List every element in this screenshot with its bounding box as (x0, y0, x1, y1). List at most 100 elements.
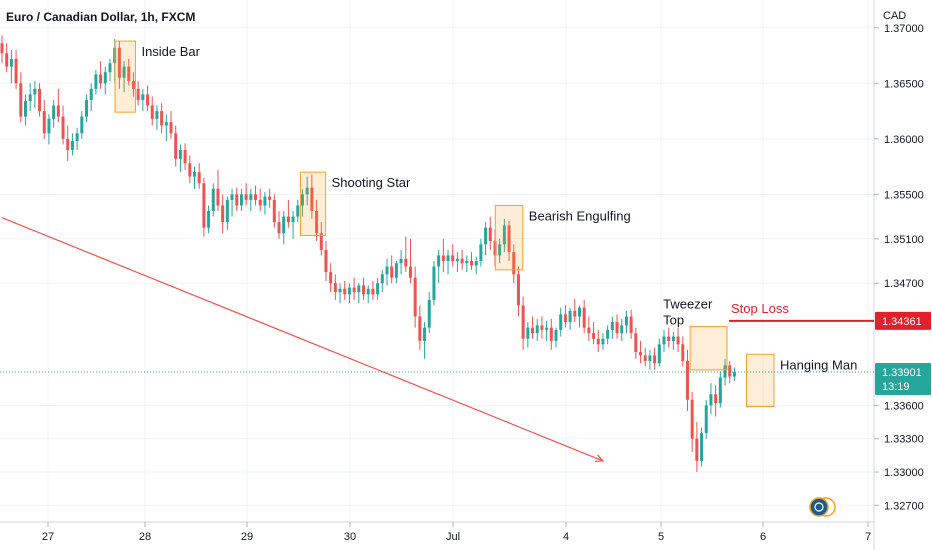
candle-body (728, 365, 732, 377)
candle-body (470, 261, 473, 266)
candle (183, 143, 187, 170)
candle (432, 261, 436, 306)
candle (333, 274, 337, 300)
candle-body (366, 288, 370, 295)
candle-body (362, 285, 366, 295)
grid (0, 0, 874, 522)
pattern-annotation[interactable]: Hanging Man (746, 353, 858, 407)
pattern-annotation[interactable]: Inside Bar (114, 40, 201, 113)
candle (61, 105, 65, 145)
trend-line[interactable] (1, 217, 604, 462)
candle-body (146, 94, 150, 106)
candle-body (563, 314, 567, 323)
pattern-annotation[interactable]: Bearish Engulfing (494, 204, 631, 271)
candle (657, 338, 661, 367)
candle (470, 252, 473, 270)
candle-body (333, 283, 337, 293)
candle (230, 188, 234, 217)
candle-body (197, 172, 201, 184)
candle-body (723, 365, 727, 378)
x-tick-label: Jul (446, 531, 460, 543)
candle-body (446, 255, 450, 261)
replay-icon[interactable] (809, 497, 836, 517)
candle (70, 133, 74, 156)
pattern-label: Hanging Man (780, 357, 857, 372)
pattern-box[interactable] (114, 40, 136, 113)
candle (714, 385, 718, 417)
candle-body (408, 266, 412, 278)
candle-body (258, 199, 262, 206)
candle-body (502, 225, 506, 245)
candle-body (254, 194, 258, 200)
y-axis-ticks[interactable]: 1.37000 1.36500 1.36000 1.35500 1.35100 1.347… (874, 23, 924, 513)
pattern-box[interactable] (746, 353, 775, 407)
candle (587, 316, 591, 341)
candle-body (685, 360, 689, 400)
candle (136, 81, 140, 106)
candle (117, 41, 121, 89)
candle (385, 258, 389, 286)
candle (23, 94, 27, 126)
candle (540, 316, 544, 339)
candle-body (338, 288, 342, 293)
candle (272, 194, 276, 228)
y-tick-label: 1.36000 (884, 134, 924, 146)
candle (305, 176, 309, 206)
candle-body (423, 327, 427, 341)
pattern-annotation[interactable]: Shooting Star (299, 171, 411, 236)
pattern-box[interactable] (494, 204, 524, 271)
last-price-countdown: 13:19 (882, 381, 910, 393)
last-price-badge[interactable] (875, 362, 931, 395)
pattern-annotations[interactable]: Inside Bar Shooting Star Bearish Engulfing… (114, 40, 858, 407)
candle-body (455, 258, 459, 261)
candle (0, 35, 4, 64)
y-tick-label: 1.35500 (884, 189, 924, 201)
pattern-box[interactable] (689, 326, 728, 371)
candle (704, 399, 708, 439)
candle-body (531, 327, 535, 334)
candle-body (249, 194, 253, 200)
candle-body (507, 225, 511, 253)
candle (235, 187, 239, 212)
candle (47, 114, 51, 145)
candle-body (70, 141, 74, 150)
candle (690, 392, 694, 453)
price-levels[interactable]: 1.33901 13:19 Stop Loss 1.34361 (0, 301, 931, 395)
candle (19, 72, 23, 123)
x-tick-label: 7 (865, 531, 871, 543)
candles (0, 35, 736, 473)
candle-body (441, 255, 445, 261)
y-tick-label: 1.34700 (884, 278, 924, 290)
candle-body (596, 338, 600, 345)
pattern-box[interactable] (299, 171, 327, 236)
candle (502, 218, 506, 253)
trend-line-group[interactable] (1, 217, 605, 463)
candle-body (714, 394, 718, 404)
candle (545, 320, 549, 341)
x-tick-label: 6 (760, 531, 766, 543)
x-tick-label: 4 (563, 531, 569, 543)
stop-loss-badge[interactable] (875, 311, 931, 330)
candle-body (103, 72, 107, 84)
candle (394, 261, 398, 284)
candle (188, 155, 192, 184)
candle-body (52, 105, 56, 119)
candle (549, 318, 553, 350)
candle (89, 83, 93, 112)
candle (169, 111, 173, 139)
x-axis-ticks[interactable]: 27 28 29 30 Jul 4 5 6 7 (42, 522, 871, 543)
candle (479, 238, 483, 267)
candle-body (300, 194, 304, 206)
candle-body (178, 149, 182, 159)
candle-body (380, 274, 384, 284)
candle-body (310, 187, 314, 212)
candle (516, 266, 520, 317)
candle-body (690, 399, 694, 439)
candle (446, 249, 450, 275)
candle (338, 283, 342, 304)
candle-body (624, 316, 628, 326)
candle (629, 309, 633, 339)
candle (596, 329, 600, 353)
